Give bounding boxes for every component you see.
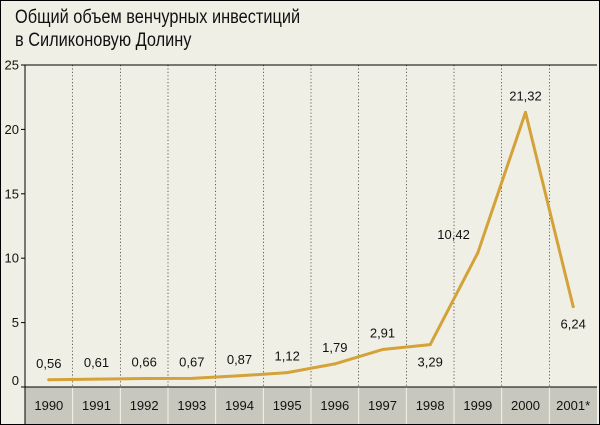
data-label: 0,87 <box>227 352 252 367</box>
chart-title-line-2: в Силиконовую Долину <box>15 30 192 51</box>
data-label: 1,12 <box>275 349 300 364</box>
x-tick-label: 1999 <box>463 398 492 413</box>
chart-title: Общий объем венчурных инвестиций в Силик… <box>15 6 497 52</box>
y-tick-label: 15 <box>5 186 19 201</box>
data-point <box>95 377 98 381</box>
data-label: 3,29 <box>418 355 443 370</box>
x-tick-label: 2001* <box>556 398 590 413</box>
x-tick-label: 1993 <box>177 398 206 413</box>
data-label: 10,42 <box>437 227 470 242</box>
data-label: 21,32 <box>509 88 542 103</box>
data-label: 0,67 <box>179 354 204 369</box>
data-point <box>190 376 194 380</box>
data-label: 0,61 <box>84 355 109 370</box>
y-tick-label: 25 <box>5 58 19 73</box>
x-tick-label: 1995 <box>273 398 302 413</box>
data-point <box>381 348 384 352</box>
chart-title-line-1: Общий объем венчурных инвестиций <box>15 7 301 28</box>
data-label: 0,66 <box>132 354 157 369</box>
data-label: 6,24 <box>561 317 586 332</box>
data-point <box>47 378 51 382</box>
x-tick-label: 1996 <box>320 398 349 413</box>
data-point <box>333 362 337 366</box>
data-point <box>142 376 146 380</box>
x-tick-label: 1990 <box>34 398 63 413</box>
data-label: 1,79 <box>322 340 347 355</box>
y-tick-label: 5 <box>12 315 19 330</box>
y-tick-label: 0 <box>12 373 19 388</box>
x-tick-label: 1997 <box>368 398 397 413</box>
data-point <box>428 343 432 347</box>
x-tick-label: 1991 <box>82 398 111 413</box>
data-label: 0,56 <box>36 356 61 371</box>
x-tick-label: 1992 <box>130 398 159 413</box>
data-point <box>524 110 527 114</box>
y-tick-label: 10 <box>5 251 19 266</box>
data-point <box>285 371 289 375</box>
data-point <box>571 305 575 309</box>
y-tick-label: 20 <box>5 122 19 137</box>
data-point <box>476 251 480 255</box>
x-tick-label: 2000 <box>511 398 540 413</box>
x-tick-label: 1994 <box>225 398 254 413</box>
data-point <box>238 374 241 378</box>
series-line <box>47 110 575 382</box>
x-tick-label: 1998 <box>416 398 445 413</box>
data-label: 2,91 <box>370 326 395 341</box>
